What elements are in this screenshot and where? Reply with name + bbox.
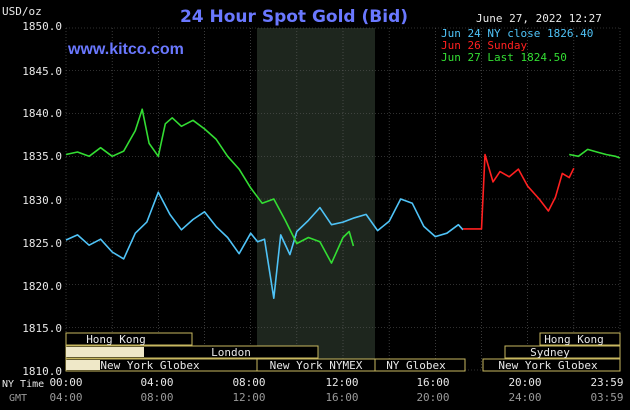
series-line-0-0 — [65, 191, 464, 300]
x-tick-gmt: 08:00 — [140, 391, 173, 404]
x-tick-gmt: 16:00 — [325, 391, 358, 404]
y-tick-label: 1825.0 — [22, 237, 62, 250]
session-label-ny-globex: New York Globex — [100, 359, 200, 372]
session-bar-hong-kong — [65, 332, 193, 346]
chart-title: 24 Hour Spot Gold (Bid) — [180, 7, 408, 27]
session-label-hong-kong: Hong Kong — [86, 333, 146, 346]
series-group — [65, 108, 621, 300]
x-tick-gmt: 24:00 — [508, 391, 541, 404]
datetime-label: June 27, 2022 12:27 — [476, 12, 602, 25]
session-label-ny-globex-r: New York Globex — [498, 359, 598, 372]
x-tick-ny: 23:59 — [590, 376, 623, 389]
session-bar-ny-globex-r — [482, 358, 621, 372]
x-tick-ny: 04:00 — [140, 376, 173, 389]
session-bar-london-fill — [66, 347, 144, 357]
x-tick-ny: 08:00 — [232, 376, 265, 389]
session-label-hong-kong-r: Hong Kong — [544, 333, 604, 346]
legend: Jun 24 NY close 1826.40 Jun 26 Sunday Ju… — [441, 27, 593, 64]
session-bar-sydney — [504, 345, 621, 359]
x-tick-ny: 20:00 — [508, 376, 541, 389]
session-label-london: London — [211, 346, 251, 359]
series-line-1-0 — [463, 153, 575, 230]
x-tick-ny: 16:00 — [416, 376, 449, 389]
legend-entry-jun24: Jun 24 NY close 1826.40 — [441, 27, 593, 40]
x-ticks-ny: 00:00 04:00 08:00 12:00 16:00 20:00 23:5… — [49, 376, 623, 389]
session-label-sydney: Sydney — [530, 346, 570, 359]
session-label-ny-nymex: New York NYMEX — [270, 359, 363, 372]
x-axis-label-gmt: GMT — [9, 393, 27, 404]
legend-entry-jun27: Jun 27 Last 1824.50 — [441, 51, 567, 64]
session-label-ny-globex-2: NY Globex — [386, 359, 446, 372]
x-tick-ny: 00:00 — [49, 376, 82, 389]
session-bar-ny-globex-fill — [66, 360, 100, 370]
y-tick-label: 1850.0 — [22, 20, 62, 33]
y-axis-ticks: 1850.0 1845.0 1840.0 1835.0 1830.0 1825.… — [22, 20, 62, 378]
y-tick-label: 1820.0 — [22, 280, 62, 293]
legend-entry-jun26: Jun 26 Sunday — [441, 39, 527, 52]
y-tick-label: 1835.0 — [22, 150, 62, 163]
x-tick-gmt: 03:59 — [590, 391, 623, 404]
session-bars-right: Hong Kong Sydney New York Globex — [482, 332, 621, 372]
session-bar-ny-nymex — [256, 358, 376, 372]
session-bars-left: Hong Kong London New York Globex New Yor… — [65, 332, 466, 372]
x-tick-gmt: 20:00 — [416, 391, 449, 404]
y-tick-label: 1840.0 — [22, 107, 62, 120]
x-tick-gmt: 12:00 — [232, 391, 265, 404]
x-tick-ny: 12:00 — [325, 376, 358, 389]
session-bar-hong-kong-r — [539, 332, 621, 346]
x-ticks-gmt: 04:00 08:00 12:00 16:00 20:00 24:00 03:5… — [49, 391, 623, 404]
website-label: www.kitco.com — [67, 41, 184, 58]
series-line-2-1 — [569, 148, 621, 159]
y-tick-label: 1830.0 — [22, 194, 62, 207]
y-tick-label: 1845.0 — [22, 65, 62, 78]
x-axis-label-ny: NY Time — [2, 379, 44, 390]
series-line-2-0 — [65, 108, 355, 264]
x-tick-gmt: 04:00 — [49, 391, 82, 404]
unit-label: USD/oz — [2, 5, 42, 18]
y-tick-label: 1815.0 — [22, 322, 62, 335]
y-tick-label: 1810.0 — [22, 365, 62, 378]
